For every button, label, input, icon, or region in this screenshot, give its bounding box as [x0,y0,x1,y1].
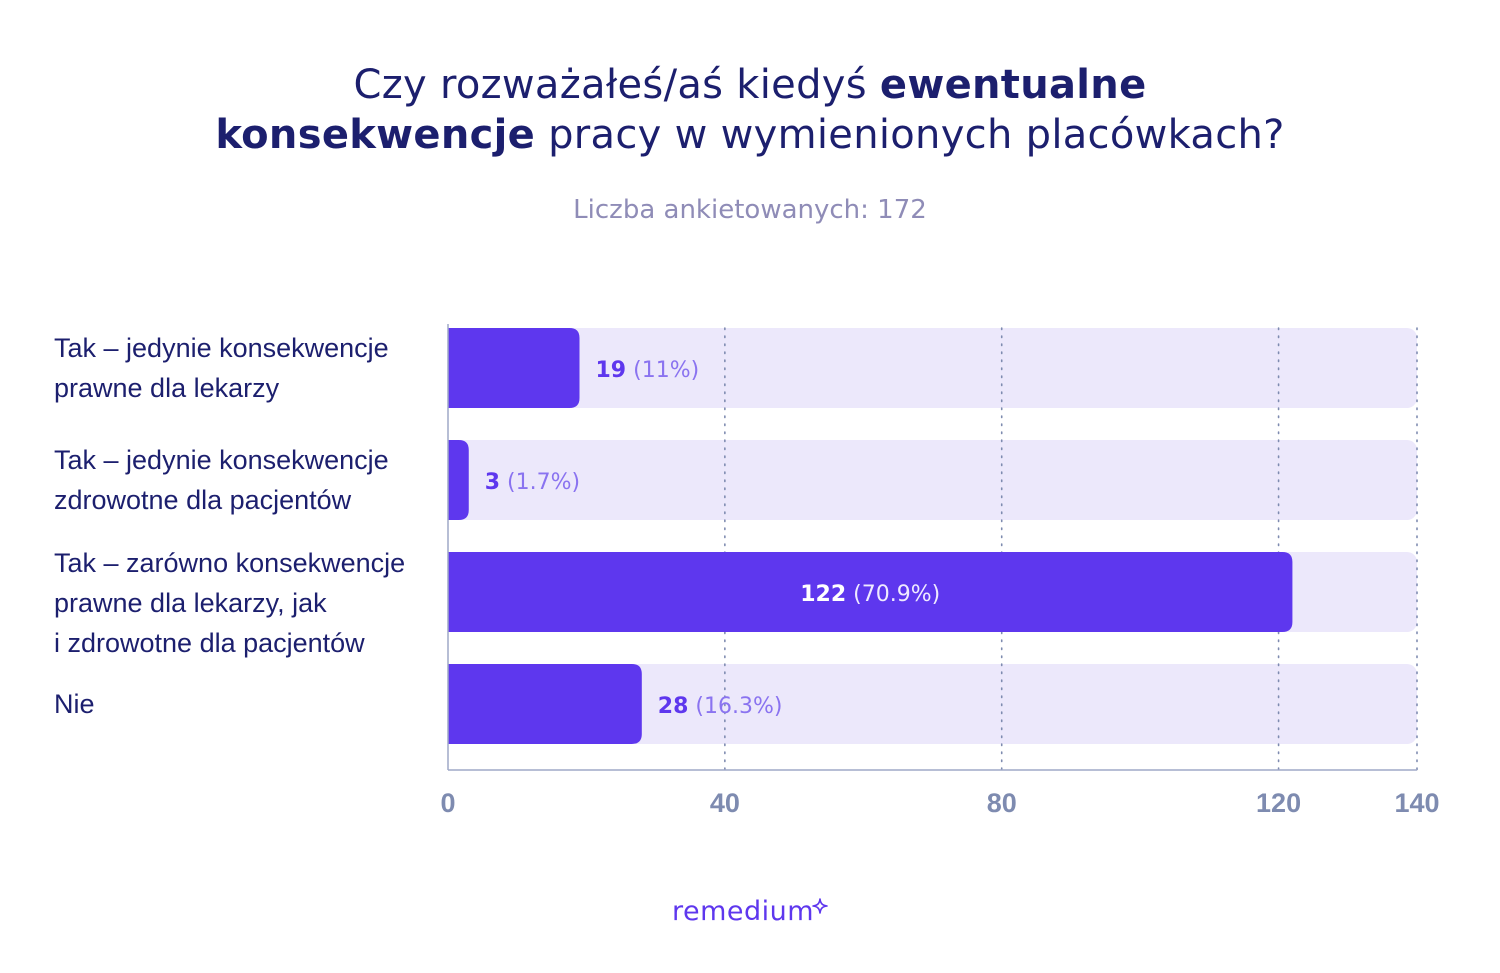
bar-track-1 [448,328,1417,408]
value-label-4: 28 (16.3%) [658,694,783,719]
chart-subtitle: Liczba ankietowanych: 172 [573,195,927,225]
category-label-3: Tak – zarówno konsekwencje prawne dla le… [54,548,406,658]
bar-3 [448,552,1293,632]
title-part-regular-2: pracy w wymienionych placówkach? [535,112,1285,158]
value-percent-3: (70.9%) [846,582,940,607]
title-part-bold-1: ewentualne [879,62,1147,108]
value-percent-1: (11%) [626,358,699,383]
x-tick-label-40: 40 [710,788,740,818]
bar-1 [448,328,580,408]
x-tick-label-0: 0 [440,788,455,818]
title-line-2: konsekwencje pracy w wymienionych placów… [0,110,1500,160]
title-line-1: Czy rozważałeś/aś kiedyś ewentualne [0,60,1500,110]
category-label-4: Nie [54,689,95,719]
title-part-bold-2: konsekwencje [215,112,536,158]
value-percent-4: (16.3%) [688,694,782,719]
brand-logo: remedium [0,896,1500,927]
bar-4 [448,664,642,744]
category-label-1: Tak – jedynie konsekwencje prawne dla le… [54,333,389,403]
bar-2 [448,440,469,520]
value-label-3: 122 (70.9%) [800,582,940,607]
x-tick-label-80: 80 [987,788,1017,818]
value-number-3: 122 [800,582,846,607]
chart-title: Czy rozważałeś/aś kiedyś ewentualne kons… [0,60,1500,160]
category-label-2: Tak – jedynie konsekwencje zdrowotne dla… [54,445,389,515]
x-tick-label-120: 120 [1256,788,1301,818]
bar-track-2 [448,440,1417,520]
title-part-regular-1: Czy rozważałeś/aś kiedyś [353,62,880,108]
x-tick-label-140: 140 [1394,788,1439,818]
sparkle-icon [812,890,828,921]
value-number-2: 3 [485,470,500,495]
value-percent-2: (1.7%) [500,470,580,495]
bar-track-4 [448,664,1417,744]
brand-name: remedium [671,896,815,927]
value-number-1: 19 [596,358,627,383]
value-label-1: 19 (11%) [596,358,700,383]
value-number-4: 28 [658,694,689,719]
value-label-2: 3 (1.7%) [485,470,580,495]
